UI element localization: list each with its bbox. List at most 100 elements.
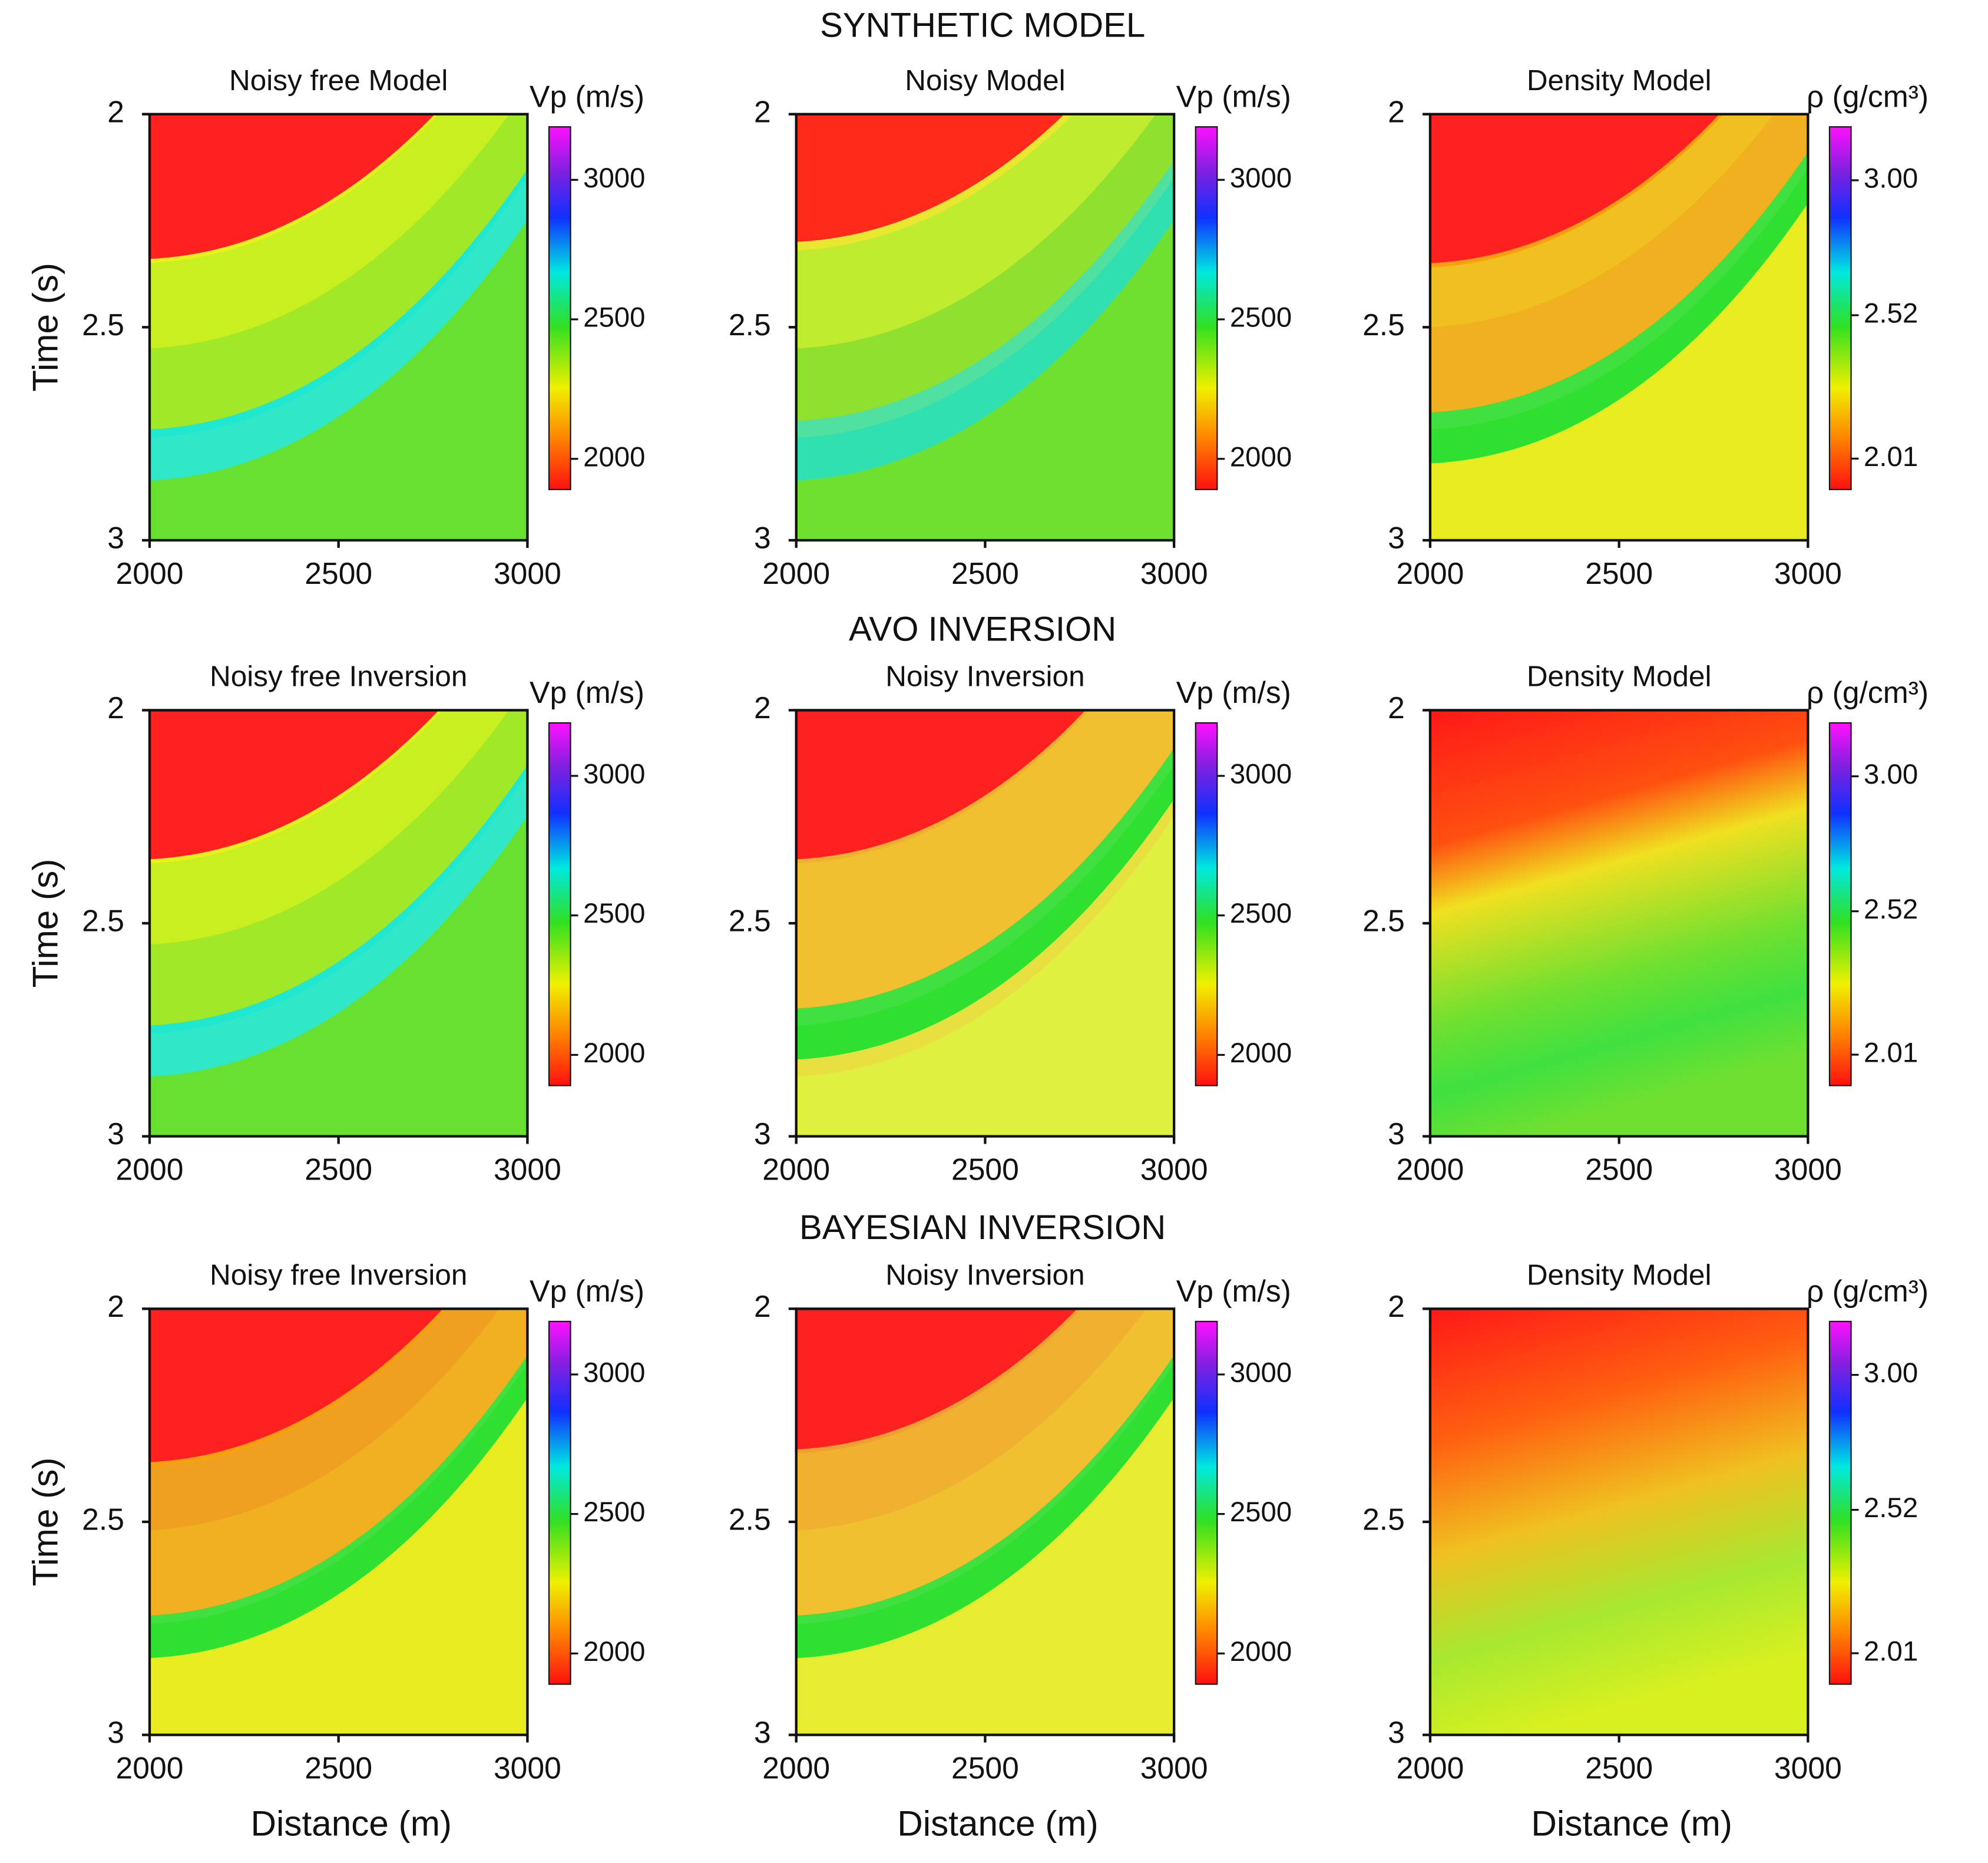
x-tick-label: 3000 (1774, 1750, 1842, 1785)
x-tick-label: 2000 (1396, 556, 1464, 590)
panel: Density Model 2000 2500 3000 2 2.5 3 Distance (… (1362, 1259, 1929, 1844)
field-smooth (1430, 710, 1808, 1137)
colorbar (548, 722, 571, 1086)
y-tick-label: 2.5 (1362, 1502, 1405, 1537)
colorbar-label: Vp (m/s) (530, 1274, 644, 1308)
x-tick-label: 3000 (494, 1750, 561, 1785)
colorbar-tick-label: 3000 (583, 758, 645, 790)
x-tick-label: 3000 (1140, 556, 1208, 590)
x-tick-label: 2500 (305, 1152, 372, 1187)
x-tick-label: 3000 (1774, 1152, 1842, 1187)
colorbar (1828, 126, 1852, 490)
y-tick-label: 3 (754, 1715, 771, 1749)
colorbar (1195, 722, 1218, 1086)
colorbar-label: ρ (g/cm³) (1807, 1274, 1929, 1308)
colorbar-label: ρ (g/cm³) (1807, 80, 1929, 114)
y-tick-label: 3 (1388, 1117, 1405, 1151)
colorbar-tick-label: 2.01 (1864, 441, 1918, 473)
x-tick-label: 2000 (762, 556, 830, 590)
panel-title: Noisy free Model (229, 64, 448, 97)
y-tick-label: 2.5 (82, 308, 124, 342)
section-title: AVO INVERSION (849, 610, 1116, 648)
colorbar-tick-label: 2.52 (1864, 1492, 1918, 1524)
colorbar (548, 126, 571, 490)
colorbar (548, 1320, 571, 1685)
colorbar-tick-label: 2000 (583, 1038, 645, 1069)
y-tick-label: 2.5 (1362, 904, 1405, 938)
y-tick-label: 2 (1388, 691, 1405, 725)
y-tick-label: 2 (754, 1289, 771, 1323)
y-tick-label: 3 (107, 1715, 124, 1749)
panel: Density Model 2000 2500 3000 2 2.5 3 ρ (g/cm³) 3… (1362, 660, 1929, 1187)
colorbar-tick-label: 2500 (1230, 898, 1292, 929)
colorbar-label: Vp (m/s) (530, 80, 644, 114)
panel: Noisy free Inversion 2000 2500 3000 2 2.5 3 Tim… (25, 660, 646, 1187)
colorbar-label: Vp (m/s) (530, 675, 644, 709)
y-tick-label: 2.5 (82, 1502, 124, 1537)
x-axis-label: Distance (m) (897, 1803, 1098, 1843)
colorbar-label: Vp (m/s) (1176, 80, 1291, 114)
y-tick-label: 2 (754, 94, 771, 128)
x-tick-label: 2000 (1396, 1750, 1464, 1785)
panel-title: Noisy Inversion (885, 660, 1084, 693)
y-axis-label: Time (s) (25, 1458, 65, 1587)
colorbar-tick-label: 3.00 (1864, 163, 1918, 194)
x-tick-label: 2000 (116, 556, 184, 590)
panel-title: Density Model (1527, 64, 1712, 97)
field (1430, 1309, 1808, 1735)
field-layer (796, 114, 1064, 242)
field (149, 1309, 528, 1735)
y-tick-label: 3 (1388, 521, 1405, 555)
x-tick-label: 2500 (305, 1750, 372, 1785)
y-tick-label: 2.5 (729, 1502, 771, 1537)
colorbar-tick-label: 2500 (1230, 302, 1292, 333)
panel-title: Density Model (1527, 660, 1712, 693)
colorbar-label: ρ (g/cm³) (1807, 675, 1929, 709)
colorbar-tick-label: 3000 (1230, 1357, 1292, 1388)
field-layer (149, 710, 439, 860)
y-tick-label: 3 (754, 521, 771, 555)
colorbar-tick-label: 3000 (1230, 163, 1292, 194)
colorbar-tick-label: 3.00 (1864, 1357, 1918, 1389)
x-tick-label: 3000 (1140, 1750, 1208, 1785)
y-tick-label: 2.5 (82, 904, 124, 938)
x-tick-label: 2500 (1585, 1152, 1653, 1187)
x-tick-label: 3000 (494, 556, 561, 590)
y-tick-label: 3 (1388, 1715, 1405, 1749)
colorbar-tick-label: 2.01 (1864, 1636, 1918, 1667)
colorbar-tick-label: 2000 (583, 441, 645, 473)
y-axis-label: Time (s) (25, 263, 65, 392)
colorbar (1828, 722, 1852, 1086)
field-layer (149, 114, 435, 259)
x-tick-label: 2000 (116, 1750, 184, 1785)
section-title: BAYESIAN INVERSION (799, 1208, 1166, 1247)
x-tick-label: 2500 (951, 556, 1019, 590)
field-smooth (1430, 1309, 1808, 1735)
panel-title: Noisy free Inversion (210, 1259, 467, 1291)
field (796, 710, 1175, 1137)
y-tick-label: 2.5 (729, 308, 771, 342)
x-tick-label: 2500 (1585, 556, 1653, 590)
y-tick-label: 2 (107, 94, 124, 128)
panel: Density Model 2000 2500 3000 2 2.5 3 ρ (g/cm³) 3… (1362, 64, 1929, 590)
x-tick-label: 3000 (494, 1152, 561, 1187)
field (1430, 710, 1808, 1137)
section-title: SYNTHETIC MODEL (820, 6, 1145, 45)
colorbar-tick-label: 2000 (1230, 1038, 1292, 1069)
field (1430, 114, 1808, 540)
panel: Noisy Inversion 2000 2500 3000 2 2.5 3 Vp (m/s)… (729, 660, 1292, 1187)
colorbar-tick-label: 3.00 (1864, 759, 1918, 790)
panel: Noisy free Inversion 2000 2500 3000 2 2.5 3 Tim… (25, 1259, 646, 1844)
field (149, 710, 528, 1137)
y-tick-label: 3 (754, 1117, 771, 1151)
colorbar (1828, 1320, 1852, 1685)
x-axis-label: Distance (m) (250, 1803, 451, 1843)
y-tick-label: 2 (1388, 1289, 1405, 1323)
field-layer (796, 710, 1086, 860)
colorbar-tick-label: 2000 (583, 1636, 645, 1667)
x-tick-label: 2000 (762, 1152, 830, 1187)
colorbar-tick-label: 2500 (1230, 1497, 1292, 1528)
y-tick-label: 2 (107, 691, 124, 725)
colorbar-tick-label: 3000 (583, 163, 645, 194)
